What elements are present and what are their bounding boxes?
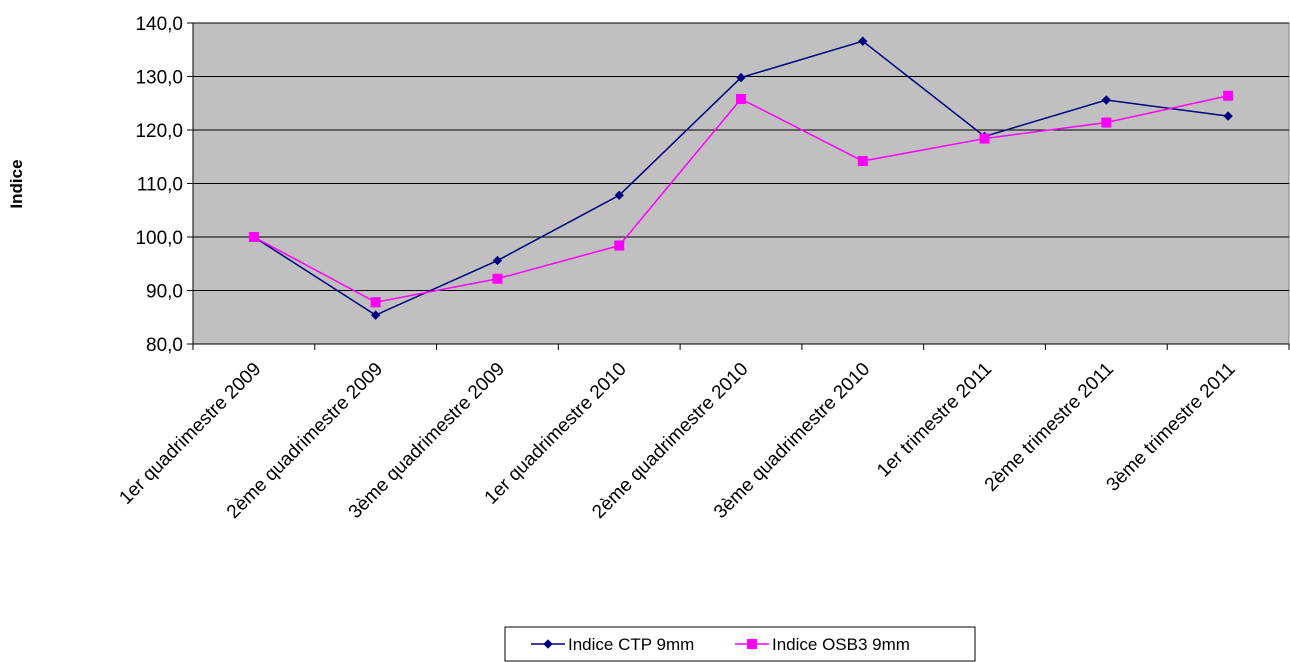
legend-marker [543, 639, 553, 649]
data-point [736, 93, 746, 104]
data-point [614, 240, 625, 251]
x-tick-label: 1er trimestre 2011 [873, 359, 996, 482]
data-point [736, 72, 746, 83]
x-tick-label: 2ème trimestre 2011 [981, 359, 1118, 496]
x-tick-label: 3ème trimestre 2011 [1103, 359, 1240, 496]
data-point [1223, 90, 1234, 101]
data-point [857, 156, 868, 167]
x-tick-label: 1er quadrimestre 2009 [115, 359, 265, 509]
series-2 [248, 90, 1234, 308]
axes [192, 23, 1290, 350]
data-point [979, 133, 990, 144]
y-tick-label: 80,0 [146, 335, 183, 356]
data-point [1223, 111, 1233, 121]
data-point [370, 297, 381, 308]
y-tick-label: 110,0 [137, 175, 183, 196]
y-tick-label: 120,0 [135, 121, 183, 142]
y-tick-label: 90,0 [146, 282, 183, 303]
legend-label: Indice OSB3 9mm [772, 635, 910, 654]
y-axis-title: Indice [7, 159, 26, 208]
y-tick-label: 130,0 [135, 68, 183, 89]
y-tick-label: 100,0 [135, 228, 183, 249]
x-tick-label: 1er quadrimestre 2010 [481, 359, 631, 509]
legend-label: Indice CTP 9mm [568, 635, 694, 654]
y-axis-tick-labels: 80,0 90,0 100,0 110,0 120,0 130,0 140,0 [135, 14, 183, 356]
data-point [1101, 117, 1112, 128]
legend: Indice CTP 9mm Indice OSB3 9mm [504, 626, 976, 662]
series-lines [248, 36, 1234, 320]
data-point [492, 255, 503, 266]
data-point [492, 273, 503, 284]
data-point [370, 310, 381, 320]
legend-marker [747, 639, 757, 649]
data-point [614, 190, 624, 200]
legend-item: Indice OSB3 9mm [735, 635, 910, 654]
legend-item: Indice CTP 9mm [531, 635, 694, 654]
data-point [858, 36, 868, 46]
data-point [248, 232, 259, 242]
y-tick-label: 140,0 [135, 14, 183, 35]
data-point [1101, 95, 1112, 105]
